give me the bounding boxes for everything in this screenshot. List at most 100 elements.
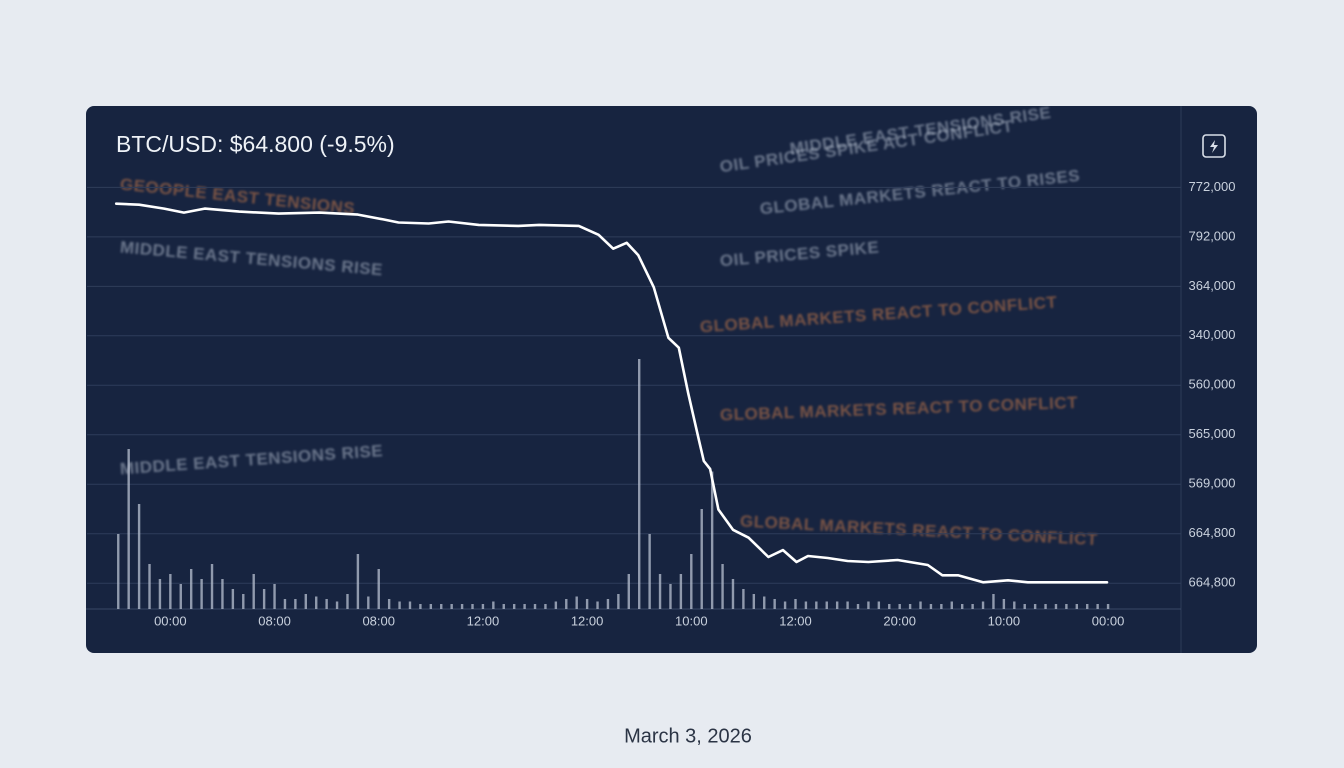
- volume-bar: [856, 604, 860, 609]
- volume-bar: [367, 596, 370, 609]
- volume-bar: [565, 599, 568, 609]
- volume-bar: [1054, 604, 1058, 609]
- volume-bar: [1033, 604, 1037, 609]
- volume-bar: [398, 601, 401, 609]
- volume-bar: [179, 584, 182, 609]
- volume-bar: [638, 359, 641, 609]
- volume-bar: [908, 604, 912, 609]
- volume-bar: [971, 604, 974, 609]
- volume-bar: [596, 601, 599, 609]
- volume-bar: [867, 601, 870, 609]
- volume-bar: [742, 589, 745, 609]
- icon-frame[interactable]: [1202, 134, 1226, 158]
- x-tick-label: 00:00: [154, 613, 187, 628]
- x-tick-label: 10:00: [988, 613, 1021, 628]
- volume-bar: [919, 601, 922, 609]
- volume-bar: [606, 599, 610, 609]
- x-tick-label: 12:00: [467, 613, 500, 628]
- volume-bar: [387, 599, 391, 609]
- volume-bar: [846, 601, 849, 609]
- volume-bar: [533, 604, 537, 609]
- volume-bar: [627, 574, 630, 609]
- volume-bar: [315, 596, 318, 609]
- y-tick-label: 364,000: [1189, 278, 1236, 293]
- x-tick-label: 20:00: [883, 613, 916, 628]
- volume-bar: [502, 604, 505, 609]
- volume-bar: [1075, 604, 1079, 609]
- volume-bar: [429, 604, 433, 609]
- volume-bar: [825, 601, 828, 609]
- volume-bar: [304, 594, 307, 609]
- volume-bar: [877, 601, 881, 609]
- volume-bar: [127, 449, 130, 609]
- volume-bar: [262, 589, 266, 609]
- volume-bar: [773, 599, 776, 609]
- volume-bar: [492, 601, 495, 609]
- volume-bar: [815, 601, 818, 609]
- volume-bar: [888, 604, 891, 609]
- volume-bar: [617, 594, 620, 609]
- volume-bar: [950, 601, 953, 609]
- volume-bar: [1023, 604, 1026, 609]
- volume-bar: [710, 471, 714, 609]
- y-tick-label: 340,000: [1189, 327, 1236, 342]
- volume-bar: [690, 554, 693, 609]
- volume-bar: [763, 596, 766, 609]
- volume-bar: [731, 579, 735, 609]
- volume-bar: [158, 579, 162, 609]
- x-tick-label: 00:00: [1092, 613, 1125, 628]
- icon-bolt[interactable]: [1210, 140, 1218, 153]
- volume-bar: [1086, 604, 1089, 609]
- volume-bar: [835, 601, 839, 609]
- volume-bar: [189, 569, 193, 609]
- panel: [86, 106, 1257, 653]
- price-line: [114, 202, 1109, 584]
- volume-bar: [804, 601, 808, 609]
- volume-bar: [221, 579, 224, 609]
- chart-icon-button[interactable]: [1202, 134, 1226, 158]
- volume-bar: [700, 509, 703, 609]
- volume-bar: [440, 604, 443, 609]
- volume-bar: [961, 604, 964, 609]
- volume-bar: [1002, 599, 1006, 609]
- volume-bar: [1065, 604, 1068, 609]
- volume-bar: [242, 594, 245, 609]
- x-tick-label: 08:00: [258, 613, 291, 628]
- volume-bar: [929, 604, 933, 609]
- plot-area: 772,000 792,000 364,000 340,000 560,000 565,0…: [87, 179, 1236, 628]
- volume-bar: [471, 604, 474, 609]
- volume-bar: [794, 599, 797, 609]
- volume-bar: [554, 601, 558, 609]
- volume-bar: [752, 594, 756, 609]
- volume-bar: [898, 604, 901, 609]
- volume-bar: [992, 594, 995, 609]
- volume-bar: [137, 504, 141, 609]
- volume-bar: [1096, 604, 1099, 609]
- volume-bar: [346, 594, 349, 609]
- volume-bar: [148, 564, 151, 609]
- volume-bar: [335, 601, 339, 609]
- volume-bar: [512, 604, 516, 609]
- x-tick-label: 12:00: [779, 613, 812, 628]
- y-tick-label: 565,000: [1189, 426, 1236, 441]
- x-tick-label: 08:00: [362, 613, 395, 628]
- volume-bar: [679, 574, 683, 609]
- volume-bar: [981, 601, 985, 609]
- volume-bar: [377, 569, 380, 609]
- y-tick-label: 560,000: [1189, 377, 1236, 392]
- y-tick-label: 569,000: [1189, 476, 1236, 491]
- volume-bar: [117, 534, 120, 609]
- y-tick-label: 792,000: [1189, 228, 1236, 243]
- volume-bar: [658, 574, 662, 609]
- y-tick-label: 664,800: [1189, 575, 1236, 590]
- volume-bar: [408, 601, 412, 609]
- volume-bar: [1013, 601, 1016, 609]
- volume-bar: [481, 604, 485, 609]
- volume-bar: [575, 596, 578, 609]
- volume-bar: [523, 604, 526, 609]
- chart-title: BTC/USD: $64.800 (-9.5%): [116, 131, 395, 157]
- volume-bar: [283, 599, 287, 609]
- volume-bar: [721, 564, 724, 609]
